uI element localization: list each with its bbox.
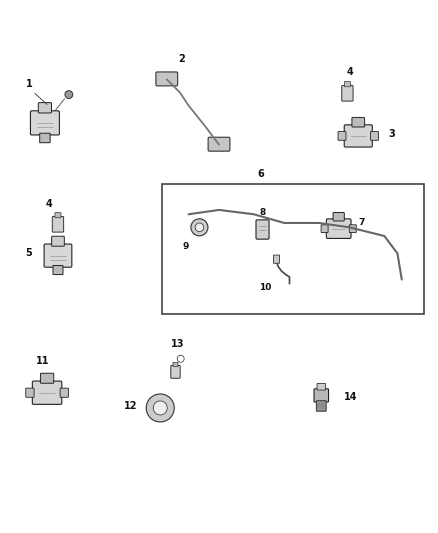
Text: 2: 2 [179, 54, 185, 64]
Text: 13: 13 [171, 339, 184, 349]
Circle shape [65, 91, 73, 99]
FancyBboxPatch shape [274, 255, 279, 263]
FancyBboxPatch shape [333, 213, 344, 221]
FancyBboxPatch shape [344, 125, 372, 147]
Text: 4: 4 [46, 199, 53, 208]
FancyBboxPatch shape [55, 213, 61, 218]
Circle shape [153, 401, 167, 415]
FancyBboxPatch shape [352, 117, 364, 127]
Text: 10: 10 [259, 283, 271, 292]
Text: 3: 3 [389, 129, 396, 139]
Text: 11: 11 [36, 356, 49, 366]
FancyBboxPatch shape [53, 265, 63, 274]
FancyBboxPatch shape [40, 373, 54, 383]
FancyBboxPatch shape [32, 381, 62, 405]
FancyBboxPatch shape [371, 132, 378, 140]
FancyBboxPatch shape [52, 216, 64, 232]
FancyBboxPatch shape [30, 111, 60, 135]
Circle shape [191, 219, 208, 236]
FancyBboxPatch shape [208, 137, 230, 151]
FancyBboxPatch shape [60, 388, 68, 397]
Text: 5: 5 [25, 248, 32, 259]
Text: 4: 4 [346, 67, 353, 77]
FancyBboxPatch shape [349, 225, 356, 232]
FancyBboxPatch shape [26, 388, 34, 397]
Text: 9: 9 [182, 242, 188, 251]
Text: 14: 14 [344, 392, 357, 402]
FancyBboxPatch shape [40, 133, 50, 143]
FancyBboxPatch shape [316, 401, 326, 411]
FancyBboxPatch shape [256, 220, 269, 239]
FancyBboxPatch shape [173, 362, 178, 367]
FancyBboxPatch shape [317, 383, 325, 390]
Text: 1: 1 [26, 79, 33, 89]
FancyBboxPatch shape [338, 132, 346, 140]
FancyBboxPatch shape [321, 225, 328, 232]
Bar [162, 184, 424, 314]
Circle shape [146, 394, 174, 422]
FancyBboxPatch shape [171, 366, 180, 378]
Circle shape [195, 223, 204, 232]
FancyBboxPatch shape [314, 389, 328, 402]
Text: 12: 12 [124, 401, 138, 411]
FancyBboxPatch shape [344, 82, 350, 87]
FancyBboxPatch shape [38, 103, 52, 113]
FancyBboxPatch shape [44, 244, 72, 267]
Text: 7: 7 [358, 219, 365, 228]
FancyBboxPatch shape [156, 72, 178, 86]
FancyBboxPatch shape [52, 236, 64, 246]
Text: 8: 8 [259, 208, 266, 217]
Text: 6: 6 [257, 168, 264, 179]
FancyBboxPatch shape [342, 85, 353, 101]
FancyBboxPatch shape [326, 219, 351, 238]
